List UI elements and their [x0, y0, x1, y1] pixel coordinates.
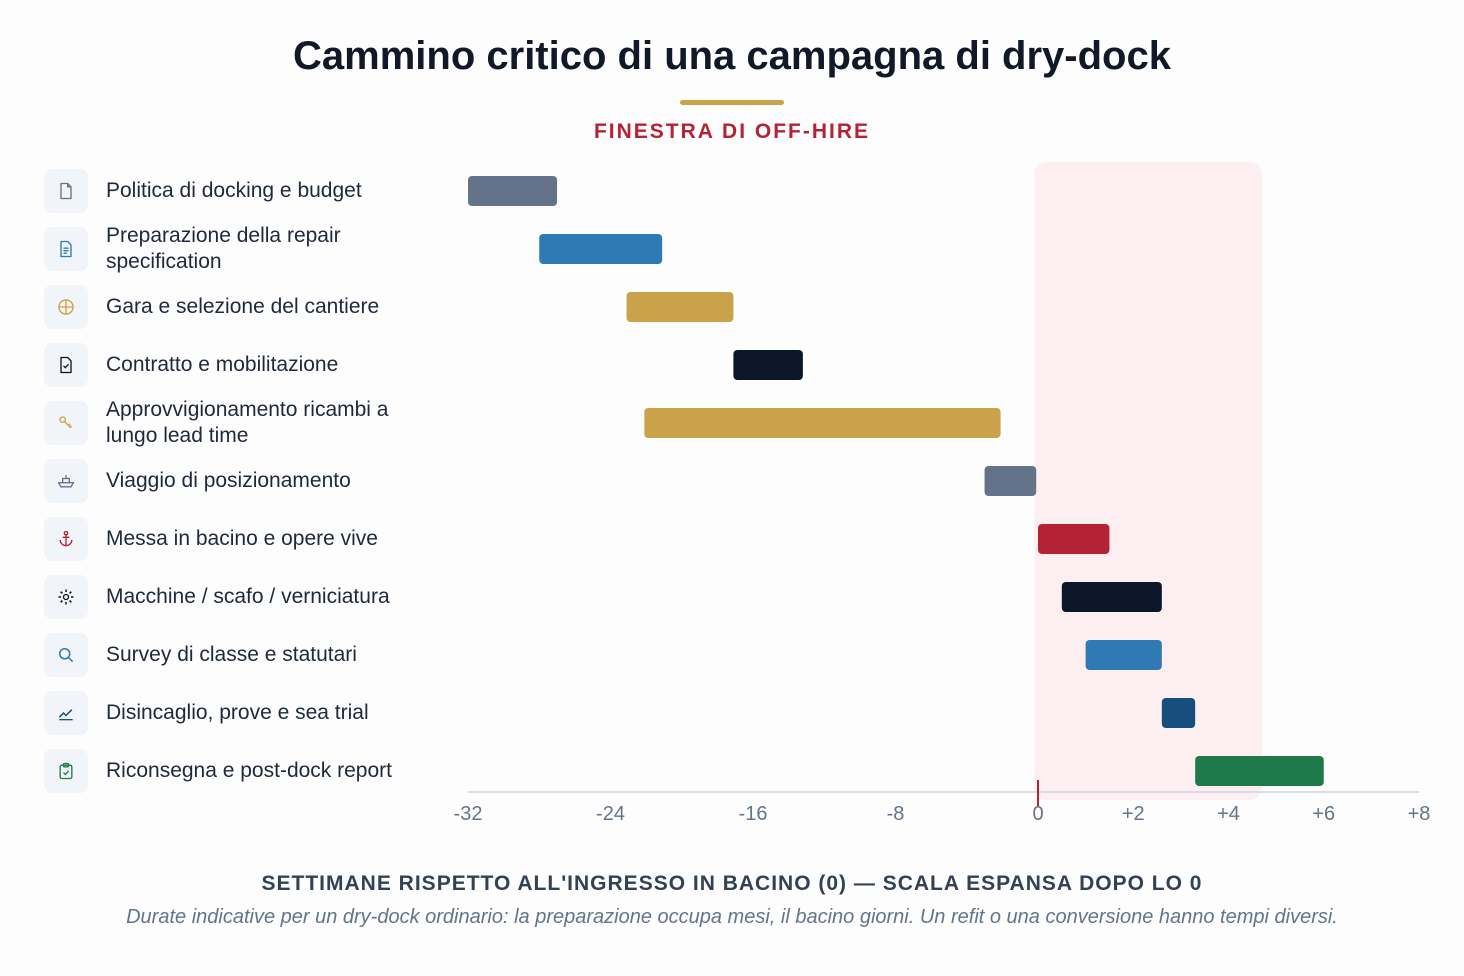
task-row: Contratto e mobilitazione: [44, 343, 444, 387]
task-bar-8: [1085, 640, 1162, 670]
x-tick-label: -32: [454, 803, 483, 825]
off-hire-window-label: FINESTRA DI OFF-HIRE: [593, 120, 871, 143]
title-accent-rule: [680, 100, 784, 105]
task-label: Messa in bacino e opere vive: [106, 527, 378, 550]
task-label: Approvvigionamento ricambi a lungo lead …: [106, 398, 389, 447]
x-tick-label: +6: [1312, 803, 1335, 825]
chart-title: Cammino critico di una campagna di dry-d…: [293, 34, 1171, 78]
task-label: Viaggio di posizionamento: [106, 469, 351, 492]
task-bar-9: [1161, 698, 1196, 728]
trend-icon: [44, 691, 88, 735]
search-icon: [44, 633, 88, 677]
task-label: Riconsegna e post-dock report: [106, 759, 392, 782]
task-bar-3: [733, 350, 803, 380]
task-row: Messa in bacino e opere vive: [44, 517, 444, 561]
task-bar-5: [984, 466, 1037, 496]
task-bar-10: [1195, 756, 1324, 786]
task-label: Disincaglio, prove e sea trial: [106, 701, 369, 724]
task-label: Preparazione della repair specification: [106, 224, 341, 273]
task-bar-0: [468, 176, 558, 206]
task-row: Macchine / scafo / verniciatura: [44, 575, 444, 619]
task-row: Survey di classe e statutari: [44, 633, 444, 677]
x-tick-label: -24: [596, 803, 625, 825]
x-axis-title: SETTIMANE RISPETTO ALL'INGRESSO IN BACIN…: [261, 872, 1203, 895]
task-row: Disincaglio, prove e sea trial: [44, 691, 444, 735]
task-row: Politica di docking e budget: [44, 169, 444, 213]
x-tick-label: +2: [1122, 803, 1145, 825]
x-tick-label: 0: [1032, 803, 1043, 825]
task-label: Contratto e mobilitazione: [106, 353, 339, 376]
globe-icon: [44, 285, 88, 329]
gear-icon: [44, 575, 88, 619]
x-tick-label: -8: [887, 803, 905, 825]
task-label: Survey di classe e statutari: [106, 643, 357, 666]
document-text-icon: [44, 227, 88, 271]
task-row: Viaggio di posizionamento: [44, 459, 444, 503]
task-label: Politica di docking e budget: [106, 179, 362, 202]
task-bar-4: [644, 408, 1001, 438]
clipboard-check-icon: [44, 749, 88, 793]
task-bar-2: [626, 292, 734, 322]
off-hire-window-band: [1034, 162, 1262, 800]
chart-note: Durate indicative per un dry-dock ordina…: [126, 906, 1338, 928]
file-check-icon: [44, 343, 88, 387]
x-tick-label: +8: [1408, 803, 1431, 825]
task-bar-7: [1061, 582, 1162, 612]
ship-icon: [44, 459, 88, 503]
file-icon: [44, 169, 88, 213]
task-row: Preparazione della repair specification: [44, 224, 444, 273]
key-icon: [44, 401, 88, 445]
anchor-icon: [44, 517, 88, 561]
task-bar-1: [539, 234, 663, 264]
task-label: Gara e selezione del cantiere: [106, 295, 380, 318]
task-row: Riconsegna e post-dock report: [44, 749, 444, 793]
x-tick-label: -16: [739, 803, 768, 825]
task-bar-6: [1038, 524, 1110, 554]
task-row: Approvvigionamento ricambi a lungo lead …: [44, 398, 444, 447]
x-tick-label: +4: [1217, 803, 1240, 825]
task-label: Macchine / scafo / verniciatura: [106, 585, 390, 608]
task-row: Gara e selezione del cantiere: [44, 285, 444, 329]
